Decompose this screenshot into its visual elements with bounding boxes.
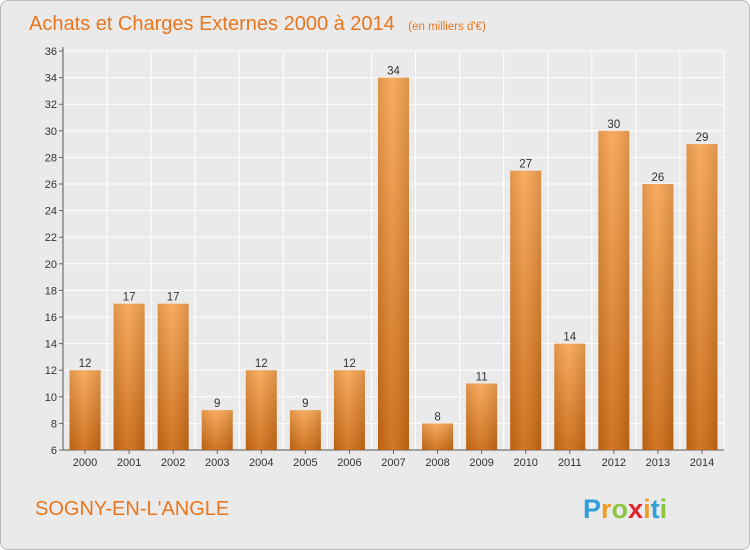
y-tick-label: 32 xyxy=(45,99,57,111)
logo-letter: r xyxy=(601,494,612,524)
y-tick-label: 36 xyxy=(45,46,57,58)
bar-shade-2004 xyxy=(245,370,277,450)
x-tick-label-2007: 2007 xyxy=(381,457,405,469)
x-tick-label-2001: 2001 xyxy=(117,457,141,469)
x-tick-label-2005: 2005 xyxy=(293,457,317,469)
x-tick-label-2013: 2013 xyxy=(646,457,670,469)
bar-shade-2009 xyxy=(466,383,498,450)
svg-text:Achats et Charges Externes 200: Achats et Charges Externes 2000 à 2014 (… xyxy=(29,13,486,35)
logo-letter: x xyxy=(628,494,643,524)
value-label-2002: 17 xyxy=(167,292,180,304)
bar-shade-2003 xyxy=(201,410,233,450)
bars xyxy=(69,77,718,451)
value-label-2011: 14 xyxy=(563,332,576,344)
value-label-2007: 34 xyxy=(387,66,400,78)
y-tick-label: 22 xyxy=(45,232,57,244)
x-tick-label-2014: 2014 xyxy=(690,457,714,469)
bar-shade-2013 xyxy=(642,184,674,450)
chart-subtitle: (en milliers d'€) xyxy=(408,21,486,33)
y-tick-label: 20 xyxy=(45,259,57,271)
value-label-2000: 12 xyxy=(79,358,92,370)
bar-shade-2005 xyxy=(289,410,321,450)
chart-title: Achats et Charges Externes 2000 à 2014 xyxy=(29,13,395,35)
bar-shade-2006 xyxy=(333,370,365,450)
x-tick-labels: 2000 2001 2002 2003 2004 2005 2006 2007 2008 2009… xyxy=(73,457,714,469)
y-tick-label: 6 xyxy=(51,445,57,457)
y-tick-label: 30 xyxy=(45,126,57,138)
logo-letter: P xyxy=(583,494,601,524)
value-label-2014: 29 xyxy=(696,132,709,144)
y-tick-label: 12 xyxy=(45,365,57,377)
logo-letter: t xyxy=(651,494,660,524)
proxiti-logo: Proxiti xyxy=(583,494,667,524)
bar-shade-2012 xyxy=(598,130,630,451)
y-tick-label: 28 xyxy=(45,152,57,164)
value-label-2003: 9 xyxy=(214,398,220,410)
logo-letter: i xyxy=(643,494,651,524)
logo-letter: o xyxy=(612,494,629,524)
bar-shade-2011 xyxy=(554,343,586,450)
x-tick-label-2009: 2009 xyxy=(469,457,493,469)
x-tick-label-2002: 2002 xyxy=(161,457,185,469)
x-tick-label-2011: 2011 xyxy=(558,457,582,469)
value-labels: 12 17 17 9 12 9 12 34 8 11 27 14 30 26 29 xyxy=(79,66,709,424)
bar-shade-2010 xyxy=(510,170,542,450)
x-tick-label-2010: 2010 xyxy=(513,457,537,469)
bar-shade-2014 xyxy=(686,144,718,450)
bar-shade-2008 xyxy=(422,423,454,450)
y-tick-label: 34 xyxy=(45,73,57,85)
value-label-2012: 30 xyxy=(607,119,620,131)
value-label-2005: 9 xyxy=(302,398,308,410)
value-label-2006: 12 xyxy=(343,358,356,370)
y-tick-label: 24 xyxy=(45,206,57,218)
x-tick-label-2006: 2006 xyxy=(337,457,361,469)
value-label-2013: 26 xyxy=(652,172,665,184)
y-tick-label: 16 xyxy=(45,312,57,324)
y-tick-label: 14 xyxy=(45,339,57,351)
bar-shade-2000 xyxy=(69,370,101,450)
y-tick-label: 10 xyxy=(45,392,57,404)
bar-shade-2007 xyxy=(378,77,409,450)
x-tick-label-2012: 2012 xyxy=(602,457,626,469)
commune-name: SOGNY-EN-L'ANGLE xyxy=(35,498,229,520)
x-tick-label-2004: 2004 xyxy=(249,457,273,469)
x-tick-label-2000: 2000 xyxy=(73,457,97,469)
x-tick-label-2008: 2008 xyxy=(425,457,449,469)
y-tick-label: 18 xyxy=(45,285,57,297)
value-label-2010: 27 xyxy=(519,159,532,171)
value-label-2004: 12 xyxy=(255,358,268,370)
y-tick-labels: 6 8 10 12 14 16 18 20 22 24 26 28 30 32 34 36 xyxy=(45,46,57,457)
logo-letter: i xyxy=(660,494,668,524)
value-label-2009: 11 xyxy=(476,372,488,384)
y-tick-label: 8 xyxy=(51,418,57,430)
value-label-2008: 8 xyxy=(434,411,440,423)
y-tick-label: 26 xyxy=(45,179,57,191)
x-tick-label-2003: 2003 xyxy=(205,457,229,469)
bar-shade-2002 xyxy=(157,303,189,450)
bar-shade-2001 xyxy=(113,303,145,450)
value-label-2001: 17 xyxy=(123,292,136,304)
